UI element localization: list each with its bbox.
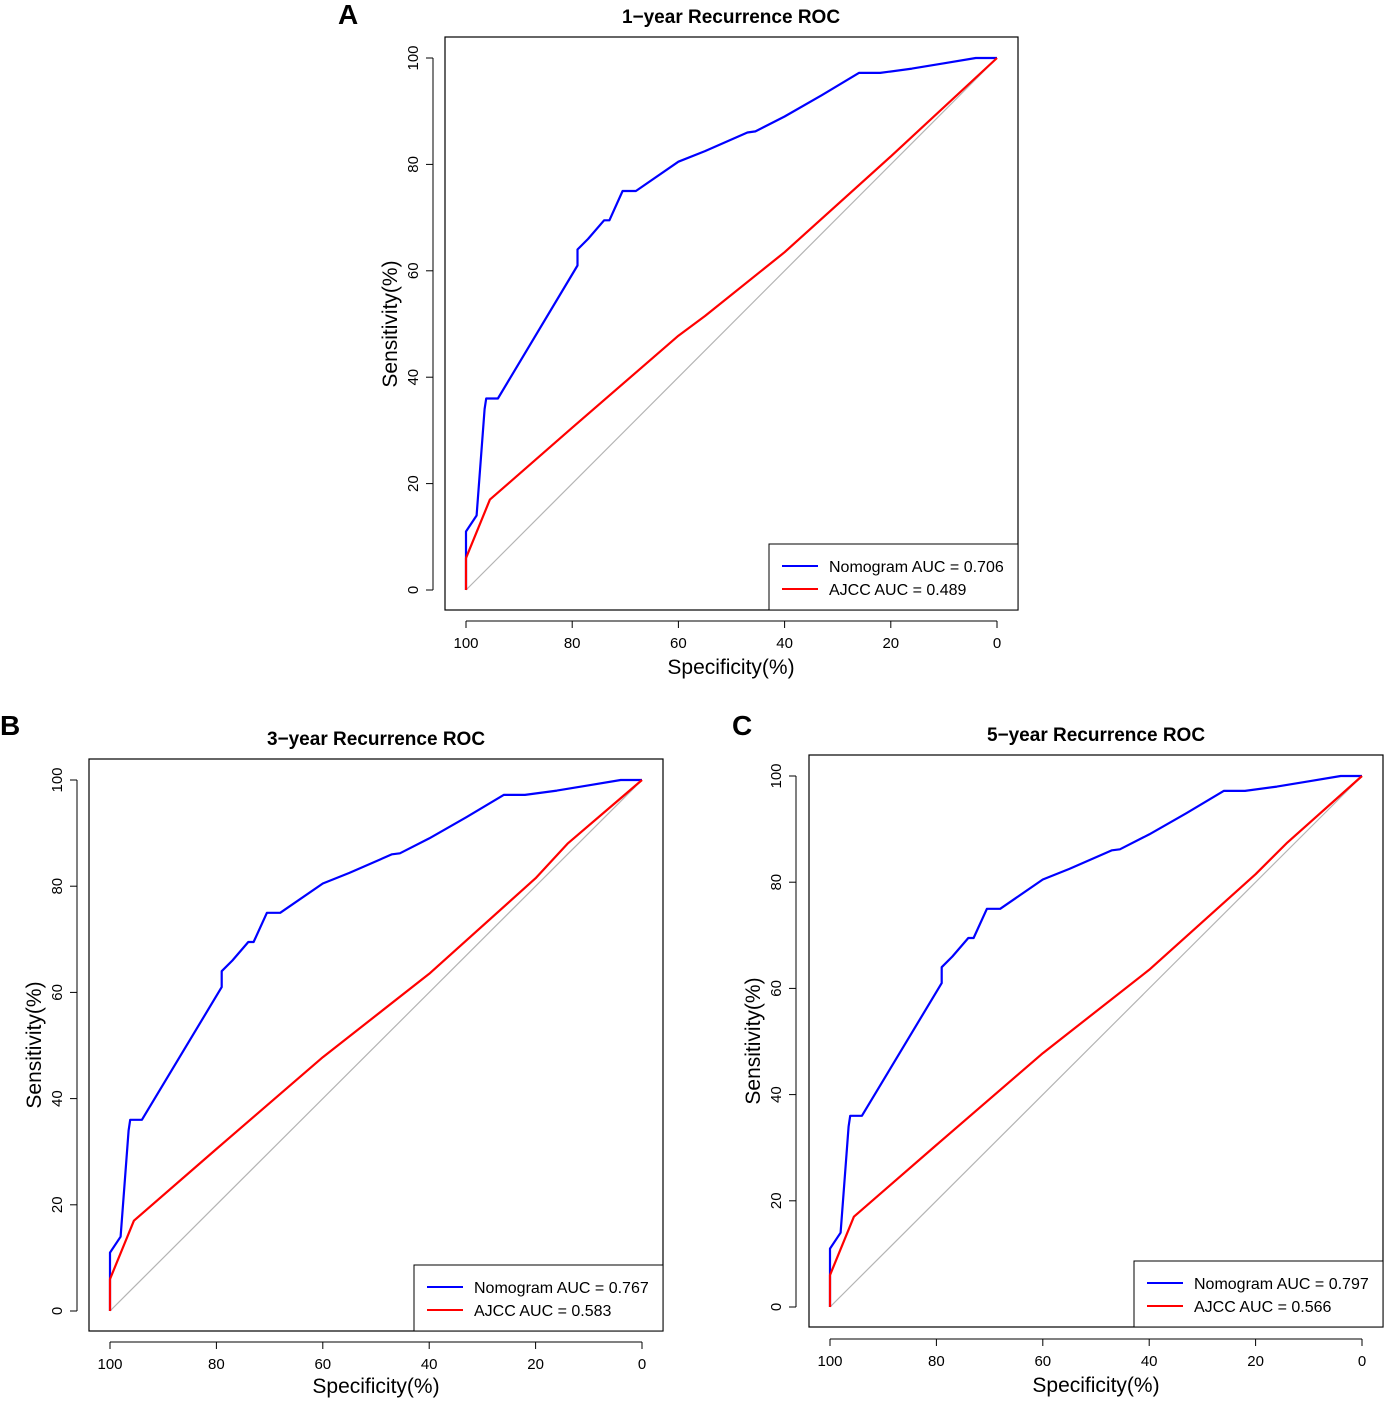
x-axis-label: Specificity(%)	[667, 656, 794, 679]
y-tick-label: 100	[49, 767, 66, 792]
panel-letter-b: B	[0, 710, 20, 741]
x-tick-label: 80	[208, 1356, 225, 1373]
x-tick-label: 100	[453, 635, 478, 652]
y-tick-label: 20	[768, 1192, 785, 1209]
plot-frame	[88, 758, 664, 1332]
plot-frame	[808, 754, 1384, 1328]
x-tick-label: 80	[928, 1353, 945, 1370]
legend-box	[768, 543, 1019, 611]
y-tick-label: 100	[768, 763, 785, 788]
chart-title: 5−year Recurrence ROC	[987, 725, 1205, 746]
legend-label-nomogram: Nomogram AUC = 0.706	[829, 559, 1004, 576]
legend: Nomogram AUC = 0.706 AJCC AUC = 0.489	[768, 543, 1019, 611]
x-tick-label: 20	[527, 1356, 544, 1373]
legend: Nomogram AUC = 0.767 AJCC AUC = 0.583	[413, 1264, 664, 1332]
panel-letter-c: C	[732, 710, 752, 741]
legend-box	[413, 1264, 664, 1332]
x-axis-label: Specificity(%)	[1032, 1374, 1159, 1397]
y-tick-label: 60	[49, 984, 66, 1001]
x-tick-label: 40	[776, 635, 793, 652]
y-axis-label: Sensitivity(%)	[379, 260, 402, 387]
y-tick-label: 60	[405, 262, 422, 279]
legend-label-ajcc: AJCC AUC = 0.489	[829, 582, 967, 599]
y-tick-label: 100	[405, 45, 422, 70]
y-tick-label: 80	[405, 156, 422, 173]
x-tick-label: 100	[817, 1353, 842, 1370]
legend-box	[1133, 1260, 1384, 1328]
panel-letter-a: A	[338, 0, 358, 30]
ajcc-roc-curve	[464, 57, 998, 590]
y-axis-label: Sensitivity(%)	[23, 981, 46, 1108]
x-tick-label: 0	[638, 1356, 646, 1373]
chart-title: 3−year Recurrence ROC	[267, 729, 485, 750]
x-tick-label: 20	[882, 635, 899, 652]
ajcc-roc-curve	[108, 779, 643, 1311]
reference-diagonal	[465, 57, 998, 591]
y-tick-label: 20	[49, 1196, 66, 1213]
x-tick-label: 60	[314, 1356, 331, 1373]
plot-frame	[444, 36, 1019, 611]
x-tick-label: 60	[670, 635, 687, 652]
y-tick-label: 0	[768, 1303, 785, 1311]
x-axis-label: Specificity(%)	[312, 1375, 439, 1398]
y-tick-label: 80	[768, 874, 785, 891]
y-tick-label: 40	[768, 1086, 785, 1103]
panel-c: C 5−year Recurrence ROC 100 80 60 40 20 0 0 20…	[732, 710, 1384, 1397]
y-tick-label: 0	[49, 1307, 66, 1315]
x-tick-label: 60	[1034, 1353, 1051, 1370]
x-tick-label: 0	[1358, 1353, 1366, 1370]
legend: Nomogram AUC = 0.797 AJCC AUC = 0.566	[1133, 1260, 1384, 1328]
y-tick-label: 60	[768, 980, 785, 997]
legend-label-ajcc: AJCC AUC = 0.583	[474, 1303, 612, 1320]
y-tick-label: 40	[49, 1090, 66, 1107]
panel-b: B 3−year Recurrence ROC 100 80 60 40 20 0 0 20…	[0, 710, 664, 1398]
y-tick-label: 0	[405, 586, 422, 594]
legend-label-nomogram: Nomogram AUC = 0.797	[1194, 1276, 1369, 1293]
y-tick-label: 20	[405, 475, 422, 492]
x-tick-label: 100	[97, 1356, 122, 1373]
y-axis-label: Sensitivity(%)	[742, 977, 765, 1104]
nomogram-roc-curve	[464, 56, 997, 590]
panel-a: A 1−year Recurrence ROC 100 80 60 40 20 0 0 20…	[338, 0, 1019, 679]
nomogram-roc-curve	[828, 774, 1362, 1307]
y-tick-label: 80	[49, 878, 66, 895]
ajcc-roc-curve	[828, 775, 1363, 1307]
legend-label-nomogram: Nomogram AUC = 0.767	[474, 1280, 649, 1297]
x-tick-label: 80	[564, 635, 581, 652]
legend-label-ajcc: AJCC AUC = 0.566	[1194, 1299, 1332, 1316]
x-tick-label: 40	[1141, 1353, 1158, 1370]
x-tick-label: 40	[421, 1356, 438, 1373]
chart-title: 1−year Recurrence ROC	[622, 7, 840, 28]
nomogram-roc-curve	[108, 778, 642, 1311]
reference-diagonal	[109, 779, 643, 1312]
reference-diagonal	[829, 775, 1363, 1308]
x-tick-label: 0	[993, 635, 1001, 652]
x-tick-label: 20	[1247, 1353, 1264, 1370]
y-tick-label: 40	[405, 369, 422, 386]
